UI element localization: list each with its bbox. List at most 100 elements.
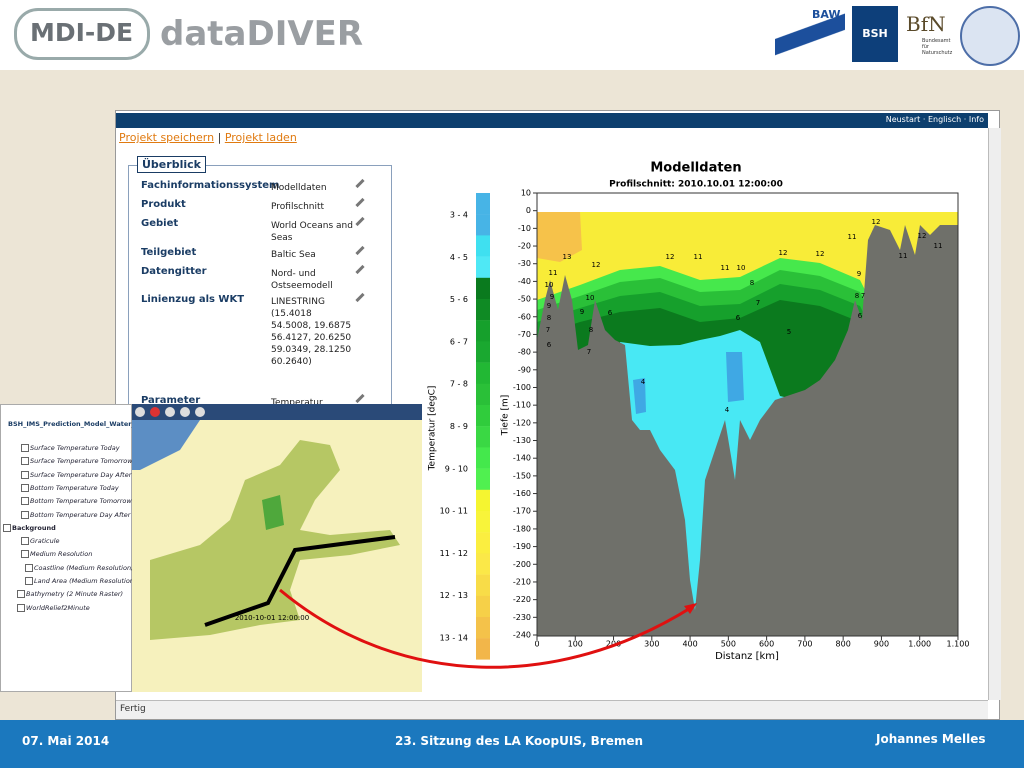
tool-icon[interactable] [150,407,160,417]
layer-checkbox [21,483,29,492]
layer-item[interactable]: Background [12,523,56,532]
layer-item[interactable]: Bottom Temperature Tomorrow [30,497,132,506]
contour-label: 12 [779,249,788,257]
project-links: Projekt speichern | Projekt laden [119,131,297,144]
y-tick-label: -40 [518,277,531,286]
tool-icon[interactable] [195,407,205,417]
contour-label: 12 [816,250,825,258]
colorbar-segment [476,553,490,575]
colorbar-segment [476,574,490,596]
y-tick-label: -70 [518,330,531,339]
save-link[interactable]: Projekt speichern [119,131,215,144]
y-tick-label: -240 [513,631,531,640]
colorbar-label: 5 - 6 [450,295,468,304]
footer: 07. Mai 2014 23. Sitzung des LA KoopUIS,… [0,720,1024,768]
y-tick-label: -130 [513,436,531,445]
colorbar-segment [476,447,490,469]
colorbar-segment [476,235,490,257]
field-key: Teilgebiet [141,247,197,258]
x-tick-label: 700 [797,640,812,649]
colorbar-segment [476,511,490,533]
edit-icon[interactable] [355,197,365,208]
footer-author: Johannes Melles [876,732,986,746]
layer-item[interactable]: Surface Temperature Tomorrow [30,457,132,466]
layer-item[interactable]: Bathymetry (2 Minute Raster) [26,590,124,599]
colorbar-segment [476,468,490,490]
field-value: Modelldaten [271,183,327,193]
ocean [132,420,200,470]
colorbar-segment [476,489,490,512]
x-tick-label: 0 [534,640,539,649]
contour-label: 7 [546,326,550,334]
seabed [537,225,958,636]
layer-panel [0,404,132,692]
layer-item[interactable]: Surface Temperature Today [30,444,120,452]
edit-icon[interactable] [355,264,365,275]
contour-label: 6 [608,309,613,317]
x-tick-label: 500 [721,640,736,649]
top-links[interactable]: Neustart · Englisch · Info [885,115,984,124]
y-tick-label: -190 [513,542,531,551]
layer-item[interactable]: Bottom Temperature Day After Tom [30,510,132,519]
colorbar-label: 12 - 13 [440,591,468,600]
x-tick-label: 800 [836,640,851,649]
y-tick-label: -110 [513,401,531,410]
warm-patch [537,212,582,262]
contour-label: 12 [666,253,675,261]
layer-checkbox [21,444,29,452]
edit-icon[interactable] [355,245,365,256]
coldest-patch [633,352,744,414]
x-tick-label: 600 [759,640,774,649]
layer-checkbox [21,457,29,466]
contour-label: 10 [737,264,746,272]
layer-item[interactable]: Medium Resolution [30,550,93,559]
plot-frame [536,192,959,637]
edit-icon[interactable] [355,216,365,227]
tool-icon[interactable] [180,407,190,417]
contour-label: 11 [899,252,908,260]
edit-icon[interactable] [355,178,365,189]
header: MDI-DE dataDIVER BAW BSH BfN Bundesamt f… [0,0,1024,70]
sea-patch [262,495,284,530]
field-key: Gebiet [141,218,179,229]
edit-icon[interactable] [355,393,365,404]
colorbar-segment [476,341,490,363]
contour-label: 6 [736,314,741,322]
colorbar-segment [476,214,490,236]
load-link[interactable]: Projekt laden [224,131,297,144]
layer-checkbox [17,603,25,612]
tool-icon[interactable] [135,407,145,417]
layer-checkbox [3,523,11,532]
logo-text: MDI-DE [30,18,134,47]
x-tick-label: 900 [874,640,889,649]
x-tick-label: 400 [682,640,697,649]
contour-label: 7 [587,348,591,356]
layer-item[interactable]: Bottom Temperature Today [30,483,119,492]
y-tick-label: 0 [526,206,531,215]
y-tick-label: -170 [513,507,531,516]
tool-icon[interactable] [165,407,175,417]
colorbar-segment [476,595,490,618]
y-tick-label: -180 [513,524,531,533]
layer-item[interactable]: Land Area (Medium Resolution) [34,577,132,585]
footer-date: 07. Mai 2014 [22,734,110,748]
layer-item[interactable]: WorldRelief2Minute [26,603,90,612]
colorbar-label: 6 - 7 [450,337,468,346]
contour-label: 6 [547,341,552,349]
contour-label: 11 [694,253,703,261]
contour-label: 9 [547,302,551,310]
y-tick-label: -200 [513,560,531,569]
edit-icon[interactable] [355,292,365,303]
layer-root[interactable]: BSH_IMS_Prediction_Model_Water_Temper [8,420,132,428]
scrollbar[interactable] [988,128,1001,700]
map: 2010-10-01 12:00:00 [132,404,422,692]
contour-label: 7 [756,299,760,307]
contour-label: 12 [592,261,601,269]
layer-item[interactable]: Graticule [30,537,60,546]
plot-subtitle: Profilschnitt: 2010.10.01 12:00:00 [609,180,783,190]
colorbar-label: 11 - 12 [440,549,468,558]
layer-item[interactable]: Coastline (Medium Resolution) [34,563,132,572]
layer-item[interactable]: Surface Temperature Day After Tom [30,470,132,479]
x-tick-label: 100 [568,640,583,649]
colorbar-label: 8 - 9 [450,422,468,431]
